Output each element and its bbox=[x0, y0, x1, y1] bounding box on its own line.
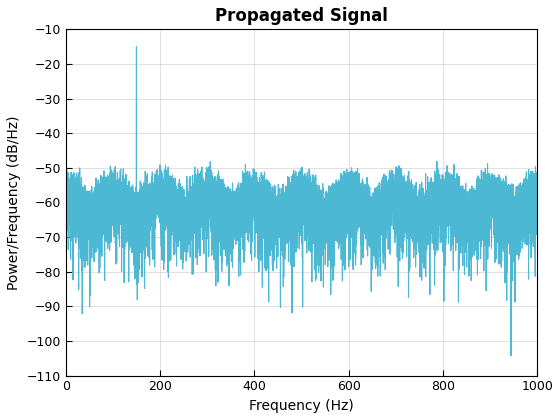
Title: Propagated Signal: Propagated Signal bbox=[215, 7, 388, 25]
X-axis label: Frequency (Hz): Frequency (Hz) bbox=[249, 399, 354, 413]
Y-axis label: Power/Frequency (dB/Hz): Power/Frequency (dB/Hz) bbox=[7, 115, 21, 290]
